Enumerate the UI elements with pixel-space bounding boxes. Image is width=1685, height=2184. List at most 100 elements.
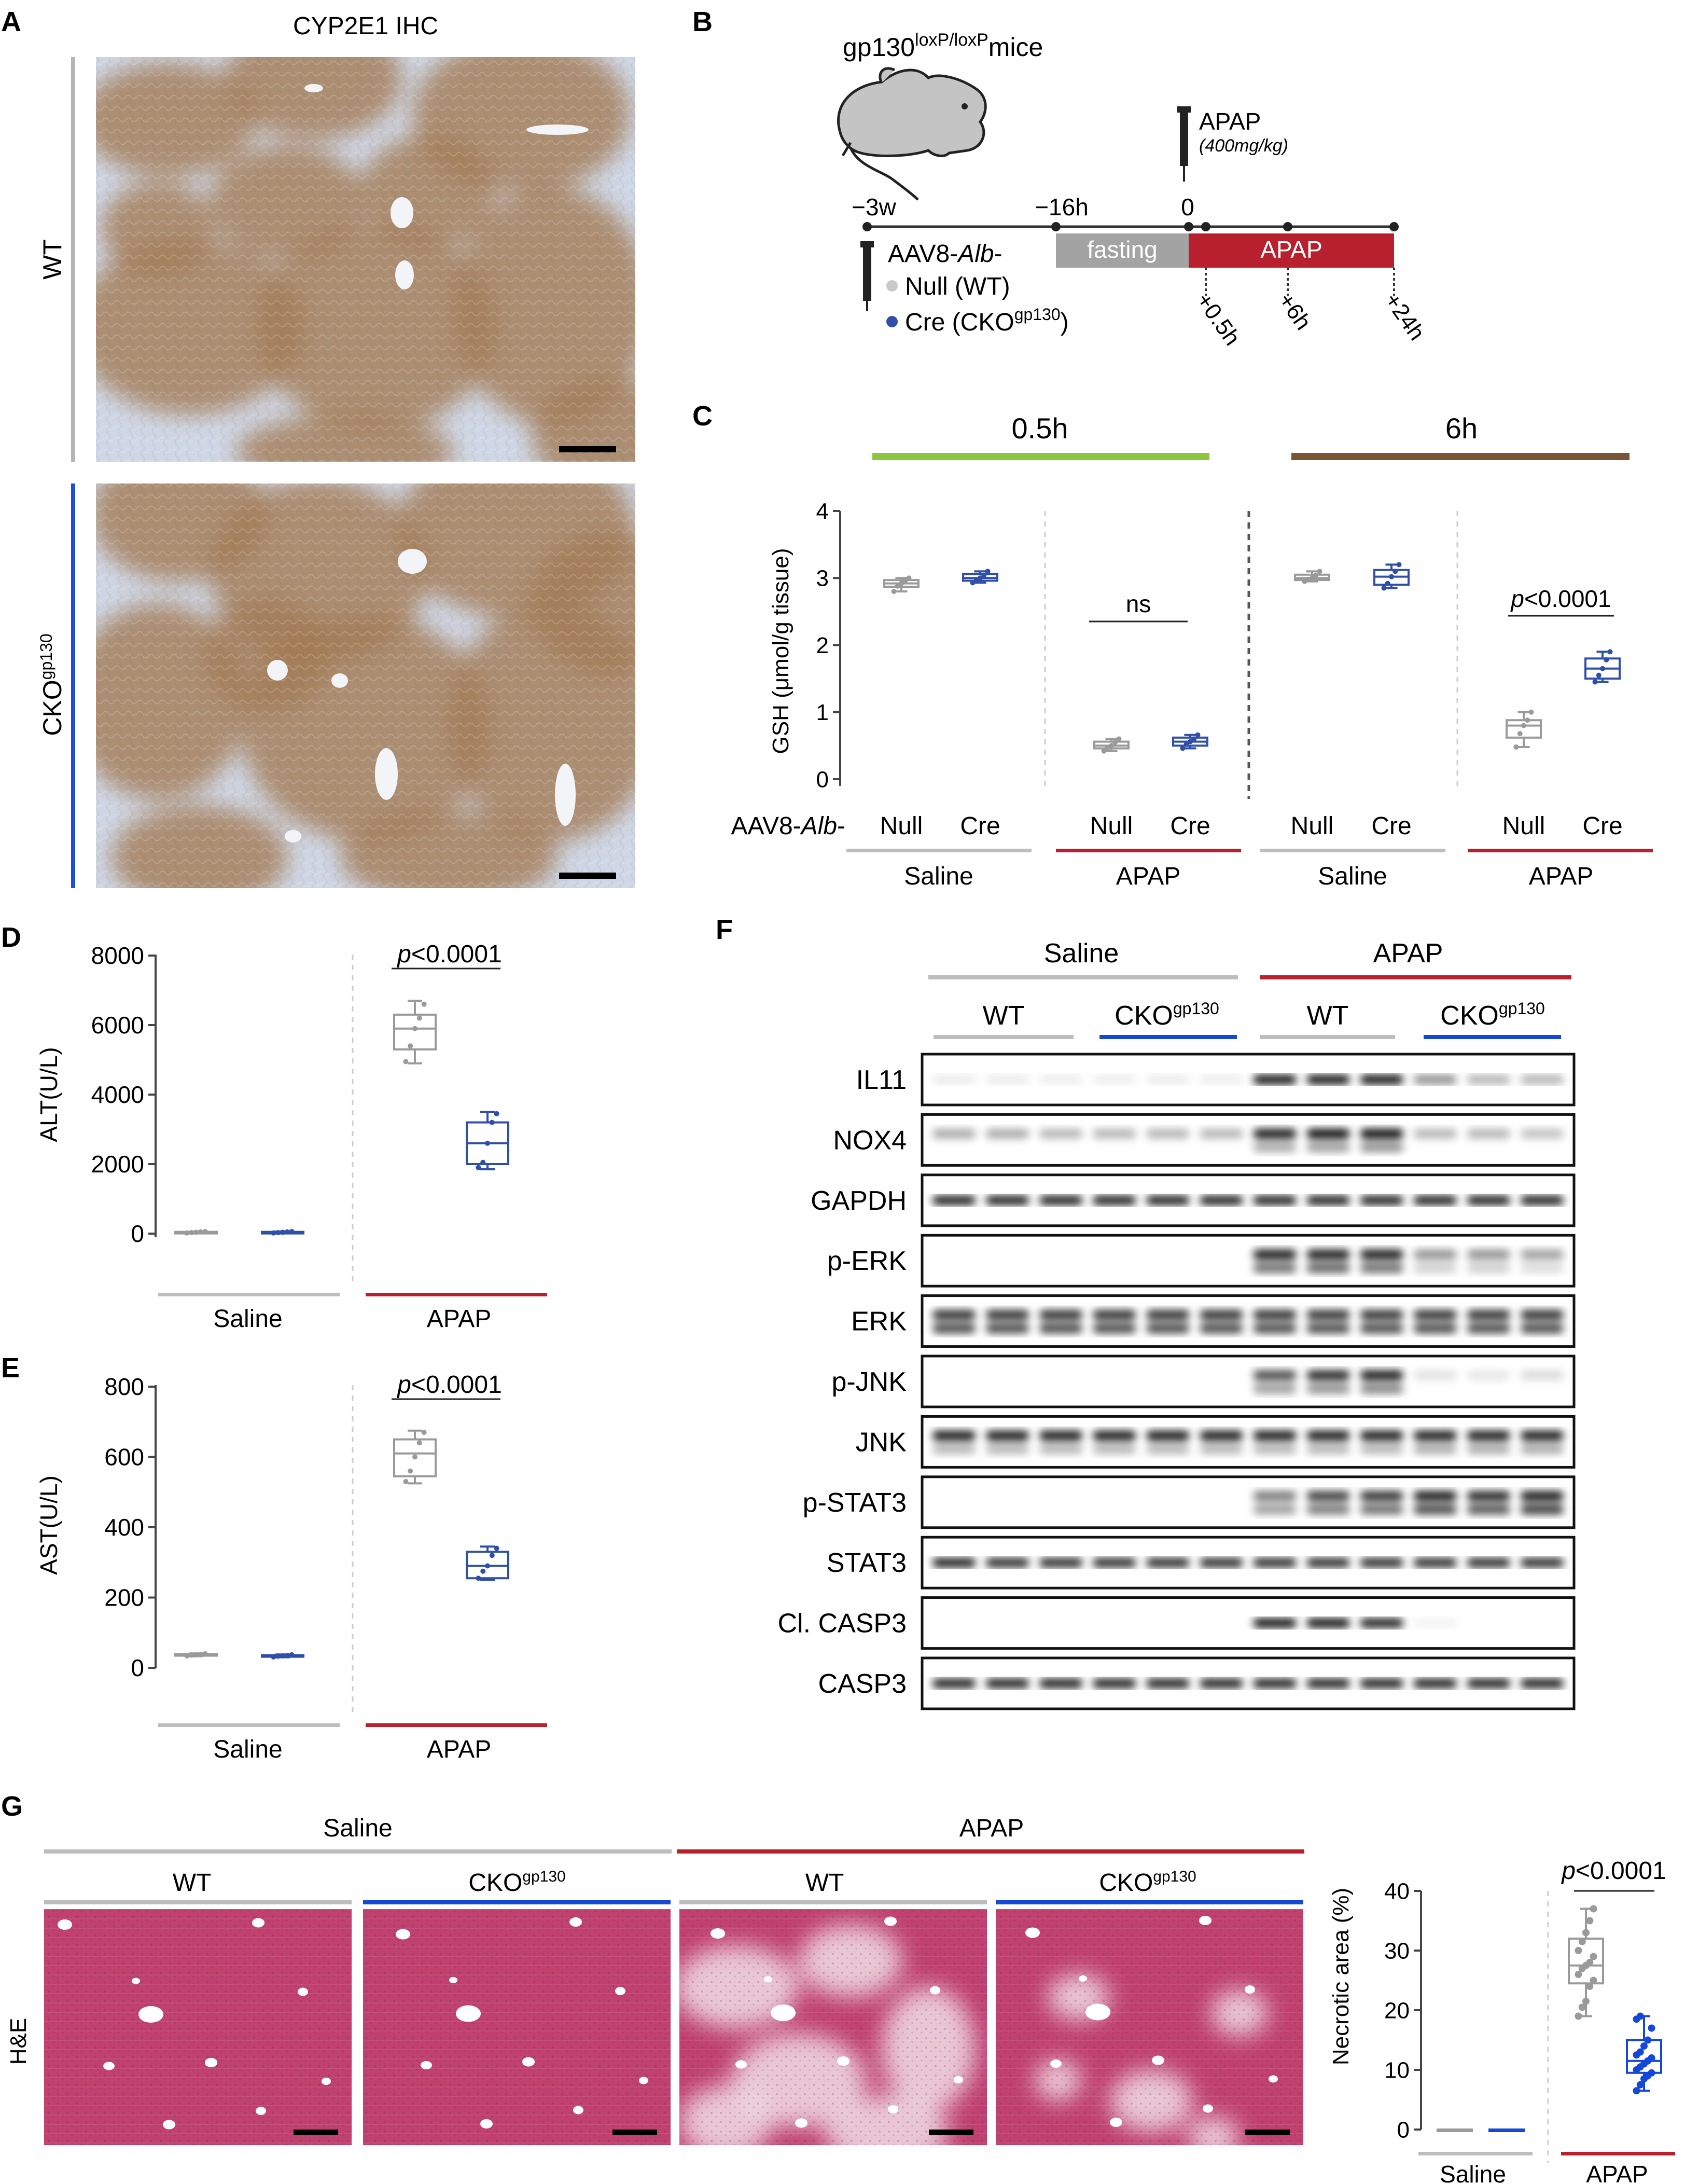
blot-band	[1467, 1558, 1510, 1568]
vessel	[391, 197, 413, 228]
e-group-saline: Saline	[213, 1736, 282, 1763]
e-box-Saline-CKO-point	[289, 1652, 295, 1657]
f-bar-saline	[928, 975, 1238, 979]
blot-label: p-ERK	[827, 1246, 907, 1276]
g-boxplots	[1437, 1905, 1662, 2132]
blot-band	[1093, 1129, 1136, 1139]
c-x-label: Null	[1090, 812, 1133, 840]
blot-band	[1253, 1504, 1297, 1514]
c-x-label: Null	[880, 812, 923, 840]
blot-band	[1306, 1142, 1350, 1152]
blot-band	[932, 1679, 976, 1688]
vessel	[555, 764, 576, 826]
d-group-bar-apap	[366, 1293, 547, 1296]
blot-band	[1039, 1310, 1082, 1320]
e-box-Saline-WT-point	[189, 1652, 194, 1658]
c-ylabel: GSH (μmol/g tissue)	[768, 548, 793, 754]
c-box-6h-Saline-Cre-point	[1389, 574, 1394, 579]
blot-label: Cl. CASP3	[777, 1609, 907, 1639]
legend-marker-cre	[886, 316, 898, 327]
g-box-APAP-WT-point	[1590, 1953, 1597, 1960]
g-box-APAP-CKO-point	[1636, 2048, 1644, 2056]
vessel	[711, 1928, 725, 1939]
g-box-APAP-WT-point	[1590, 1905, 1597, 1913]
d-boxplots	[174, 1000, 509, 1236]
blot-band	[1253, 1250, 1297, 1260]
g-subbar-wt-saline	[44, 1900, 352, 1904]
e-box-Saline-CKO	[261, 1652, 304, 1660]
blot-label: ERK	[851, 1307, 907, 1337]
d-box-APAP-WT-point	[421, 1001, 427, 1007]
c-box-0.5h-Saline-Cre-point	[981, 573, 987, 578]
vessel	[764, 1976, 772, 1983]
e-tick-label: 0	[131, 1654, 144, 1681]
blot-band	[1414, 1491, 1457, 1501]
f-sublabel: WT	[983, 1001, 1025, 1031]
c-box-6h-APAP-Cre	[1584, 649, 1621, 685]
blot-p-jnk: p-JNK	[832, 1354, 1576, 1408]
blot-band	[1200, 1195, 1243, 1205]
blot-band	[1093, 1431, 1136, 1441]
d-box-APAP-WT-point	[416, 1015, 422, 1021]
c-group-apap-2: APAP	[1529, 863, 1594, 890]
g-group-bar-saline	[1418, 2152, 1533, 2155]
g-box-APAP-WT-point	[1582, 1929, 1590, 1937]
timeline-dot	[1201, 222, 1210, 231]
blot-band	[1200, 1310, 1243, 1320]
blot-band	[1360, 1371, 1403, 1380]
scale-bar	[559, 873, 616, 879]
western-blots: IL11 NOX4 GAPDH p-ERK ERK p-JNK JNK p-STAT3 STAT…	[777, 1053, 1576, 1710]
blot-band	[1146, 1195, 1190, 1205]
blot-band	[1414, 1129, 1457, 1139]
d-box-APAP-WT-point	[412, 1026, 417, 1031]
blot-band	[1467, 1679, 1510, 1688]
blot-band	[1200, 1323, 1243, 1333]
header-bar-6h	[1291, 453, 1630, 460]
blot-band	[1414, 1504, 1457, 1514]
c-box-6h-APAP-Null-iqr-box	[1506, 719, 1542, 739]
blot-label: CASP3	[818, 1669, 907, 1699]
vessel	[375, 748, 398, 800]
e-box-APAP-WT-point	[403, 1478, 409, 1484]
timeline-dot	[1184, 222, 1193, 231]
vessel	[456, 2005, 481, 2022]
blot-band	[1414, 1075, 1457, 1084]
g-box-APAP-CKO-point	[1648, 2069, 1655, 2077]
blot-frame	[921, 1234, 1576, 1288]
c-box-6h-APAP-Cre-point	[1596, 672, 1602, 678]
blot-band	[1200, 1075, 1243, 1084]
syringe-icon-aav	[860, 241, 874, 311]
c-box-6h-Saline-Null-point	[1317, 569, 1322, 574]
vessel	[639, 2077, 648, 2084]
d-box-APAP-CKO-point	[480, 1159, 486, 1165]
e-group-bar-saline	[158, 1723, 340, 1727]
header-0-5h: 0.5h	[1012, 412, 1068, 445]
vessel	[163, 2120, 175, 2130]
e-box-Saline-WT	[174, 1651, 218, 1658]
vessel	[1269, 2075, 1278, 2083]
e-tick-label: 400	[104, 1514, 144, 1541]
f-subbar-wt-apap	[1260, 1035, 1395, 1039]
blot-band	[986, 1195, 1029, 1205]
e-box-APAP-WT	[393, 1429, 437, 1485]
cko-side-bar	[71, 483, 75, 888]
blot-band	[1467, 1263, 1510, 1273]
blot-label: JNK	[856, 1427, 907, 1457]
blot-band	[986, 1558, 1029, 1568]
blot-band	[1253, 1129, 1297, 1139]
c-box-0.5h-APAP-Cre-point	[1188, 739, 1193, 744]
blot-band	[1253, 1195, 1297, 1205]
scale-bar	[1245, 2130, 1290, 2135]
blot-band	[1253, 1323, 1297, 1333]
blot-band	[1093, 1310, 1136, 1320]
blot-band	[1253, 1679, 1297, 1688]
c-box-0.5h-Saline-Null-point	[895, 583, 900, 589]
ihc-image-cko	[96, 483, 635, 888]
panel-letter-d: D	[1, 922, 21, 953]
c-x-label: Cre	[1582, 812, 1622, 840]
blot-gapdh: GAPDH	[811, 1173, 1576, 1227]
blot-frame	[921, 1354, 1576, 1408]
blot-band	[1146, 1310, 1190, 1320]
blot-band	[1414, 1444, 1457, 1454]
